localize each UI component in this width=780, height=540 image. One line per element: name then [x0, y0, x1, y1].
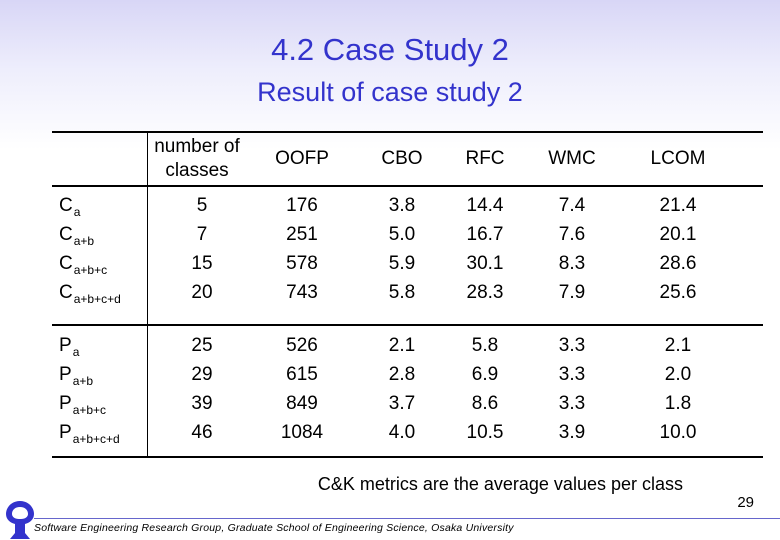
header-rfc: RFC — [465, 148, 505, 169]
footer-text: Software Engineering Research Group, Gra… — [34, 522, 514, 534]
row-label-subscript: a+b+c — [73, 263, 108, 277]
table-cell: 5.8 — [388, 282, 416, 303]
table-cell: 743 — [286, 282, 318, 303]
row-label-base: P — [59, 335, 72, 356]
table-cell: 1.8 — [664, 393, 692, 414]
table-cell: 7.6 — [558, 224, 586, 245]
table-cell: 2.1 — [664, 335, 692, 356]
label-column-divider — [147, 133, 148, 456]
table-cell: 25.6 — [659, 282, 697, 303]
row-label-subscript: a+b+c+d — [72, 432, 120, 446]
table-cell: 7 — [196, 224, 208, 245]
row-label-subscript: a — [72, 345, 80, 359]
table-cell: 8.6 — [471, 393, 499, 414]
row-label: Ca+b+c+d — [59, 278, 121, 314]
table-cell: 5.0 — [388, 224, 416, 245]
table-cell: 2.8 — [388, 364, 416, 385]
row-label: Pa+b+c — [59, 389, 106, 425]
row-label-base: P — [59, 422, 72, 443]
row-label-base: P — [59, 364, 72, 385]
header-line: classes — [165, 160, 229, 181]
slide-title: 4.2 Case Study 2 — [271, 32, 509, 67]
row-label-base: C — [59, 224, 73, 245]
table-cell: 4.0 — [388, 422, 416, 443]
table-cell: 14.4 — [466, 195, 504, 216]
table-cell: 28.3 — [466, 282, 504, 303]
slide-subtitle: Result of case study 2 — [257, 77, 523, 107]
table-cell: 7.4 — [558, 195, 586, 216]
row-label: Ca+b — [59, 220, 94, 256]
table-cell: 3.3 — [558, 364, 586, 385]
row-label-subscript: a+b — [72, 374, 94, 388]
header-cbo: CBO — [381, 148, 423, 169]
table-cell: 25 — [191, 335, 213, 356]
table-cell: 39 — [191, 393, 213, 414]
table-cell: 5.9 — [388, 253, 416, 274]
table-cell: 15 — [191, 253, 213, 274]
table-cell: 7.9 — [558, 282, 586, 303]
group-divider — [52, 324, 763, 326]
table-cell: 16.7 — [466, 224, 504, 245]
header-oofp: OOFP — [275, 148, 329, 169]
table-cell: 3.3 — [558, 335, 586, 356]
row-label-base: P — [59, 393, 72, 414]
table-cell: 5.8 — [471, 335, 499, 356]
table-cell: 3.7 — [388, 393, 416, 414]
table-cell: 578 — [286, 253, 318, 274]
table-cell: 6.9 — [471, 364, 499, 385]
page-number: 29 — [737, 494, 754, 511]
table-cell: 28.6 — [659, 253, 697, 274]
row-label: Pa — [59, 331, 79, 367]
header-divider — [52, 185, 763, 187]
row-label: Ca — [59, 191, 80, 227]
table-cell: 1084 — [280, 422, 324, 443]
row-label-base: C — [59, 282, 73, 303]
row-label-subscript: a+b — [73, 234, 95, 248]
table-cell: 3.8 — [388, 195, 416, 216]
table-cell: 10.0 — [659, 422, 697, 443]
table-cell: 526 — [286, 335, 318, 356]
table-cell: 8.3 — [558, 253, 586, 274]
table-cell: 3.9 — [558, 422, 586, 443]
row-label-base: C — [59, 195, 73, 216]
table-cell: 46 — [191, 422, 213, 443]
metrics-note: C&K metrics are the average values per c… — [317, 474, 683, 494]
table-cell: 20 — [191, 282, 213, 303]
university-logo-icon — [6, 501, 34, 539]
table-cell: 10.5 — [466, 422, 504, 443]
row-label: Ca+b+c — [59, 249, 107, 285]
table-cell: 20.1 — [659, 224, 697, 245]
footer-rule — [34, 518, 780, 519]
row-label-subscript: a+b+c+d — [73, 292, 121, 306]
header-wmc: WMC — [548, 148, 596, 169]
header-lcom: LCOM — [650, 148, 706, 169]
table-cell: 3.3 — [558, 393, 586, 414]
table-cell: 2.1 — [388, 335, 416, 356]
row-label-subscript: a+b+c — [72, 403, 107, 417]
header-line: number of — [154, 136, 240, 157]
table-cell: 29 — [191, 364, 213, 385]
header-number-of-classes: number of classes — [147, 133, 247, 185]
row-label-base: C — [59, 253, 73, 274]
table-cell: 615 — [286, 364, 318, 385]
table-cell: 251 — [286, 224, 318, 245]
table-cell: 30.1 — [466, 253, 504, 274]
table-cell: 849 — [286, 393, 318, 414]
table-cell: 176 — [286, 195, 318, 216]
table-cell: 21.4 — [659, 195, 697, 216]
row-label: Pa+b+c+d — [59, 418, 120, 454]
table-cell: 2.0 — [664, 364, 692, 385]
row-label: Pa+b — [59, 360, 93, 396]
results-table: number of classes OOFP CBO RFC WMC LCOM … — [52, 131, 763, 458]
row-label-subscript: a — [73, 205, 81, 219]
table-cell: 5 — [196, 195, 208, 216]
